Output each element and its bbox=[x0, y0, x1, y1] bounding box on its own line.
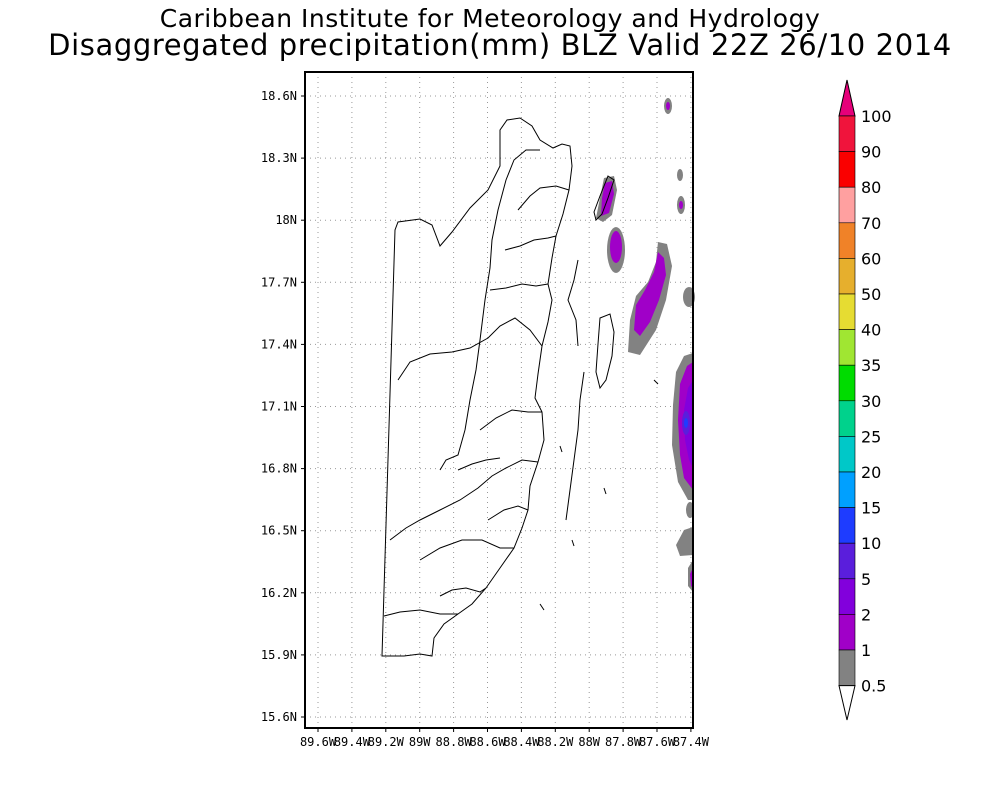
product-title: Disaggregated precipitation(mm) BLZ Vali… bbox=[48, 28, 952, 62]
colorbar-segment bbox=[838, 507, 856, 544]
institute-title: Caribbean Institute for Meteorology and … bbox=[159, 4, 821, 33]
colorbar-level-label: 30 bbox=[861, 392, 881, 411]
precipitation-areas bbox=[596, 98, 695, 592]
colorbar-segment bbox=[838, 151, 856, 188]
precip-cell-purple bbox=[679, 201, 683, 209]
lat-tick-label: 17.7N bbox=[261, 275, 297, 289]
lat-tick-label: 17.4N bbox=[261, 337, 297, 351]
reef-line bbox=[567, 259, 579, 347]
lon-tick-label: 89W bbox=[409, 735, 431, 749]
reef-line bbox=[565, 371, 585, 521]
district-line bbox=[383, 609, 458, 617]
cay bbox=[571, 539, 575, 547]
lat-tick-label: 18.3N bbox=[261, 151, 297, 165]
district-line bbox=[464, 149, 540, 431]
lighthouse-reef bbox=[653, 379, 659, 385]
colorbar-level-label: 20 bbox=[861, 463, 881, 482]
colorbar-segment bbox=[838, 471, 856, 508]
ambergris-caye bbox=[593, 175, 615, 221]
lon-tick-label: 89.4W bbox=[334, 735, 371, 749]
colorbar-top-arrow bbox=[838, 79, 856, 117]
district-line bbox=[479, 409, 542, 431]
precip-max bbox=[684, 418, 688, 428]
colorbar-segment bbox=[838, 364, 856, 402]
lon-tick-label: 87.6W bbox=[639, 735, 676, 749]
precip-cell-purple bbox=[610, 231, 622, 263]
lon-tick-label: 87.4W bbox=[673, 735, 710, 749]
map-frame bbox=[304, 71, 694, 729]
lat-tick-label: 16.2N bbox=[261, 586, 297, 600]
colorbar-level-label: 60 bbox=[861, 249, 881, 268]
district-line bbox=[439, 587, 487, 597]
colorbar-level-label: 80 bbox=[861, 178, 881, 197]
district-line bbox=[389, 459, 539, 541]
district-line bbox=[439, 429, 466, 471]
colorbar-level-label: 50 bbox=[861, 285, 881, 304]
district-line bbox=[504, 235, 557, 251]
district-line bbox=[397, 317, 543, 381]
district-line bbox=[517, 185, 570, 211]
map-panel bbox=[305, 72, 693, 728]
cay bbox=[603, 487, 607, 495]
lon-tick-label: 88W bbox=[578, 735, 600, 749]
colorbar-segment bbox=[838, 186, 856, 224]
colorbar-segment bbox=[838, 578, 856, 615]
lat-tick-label: 16.8N bbox=[261, 462, 297, 476]
country-outline bbox=[381, 117, 573, 657]
colorbar-segment bbox=[838, 436, 856, 473]
district-line bbox=[419, 539, 514, 561]
colorbar-level-label: 1 bbox=[861, 641, 871, 660]
colorbar-level-label: 15 bbox=[861, 499, 881, 518]
colorbar-bottom-arrow bbox=[838, 685, 856, 721]
lat-tick-label: 15.9N bbox=[261, 648, 297, 662]
lon-tick-label: 89.2W bbox=[368, 735, 405, 749]
colorbar-level-label: 35 bbox=[861, 356, 881, 375]
colorbar-segment bbox=[838, 293, 856, 330]
precip-cell-gray bbox=[676, 527, 693, 556]
cayes-and-reef bbox=[539, 175, 659, 611]
lon-tick-label: 87.8W bbox=[605, 735, 642, 749]
colorbar-segment bbox=[838, 258, 856, 295]
precip-band-purple bbox=[634, 252, 666, 336]
colorbar-segment bbox=[838, 649, 856, 686]
district-line bbox=[457, 457, 501, 471]
belize-boundaries bbox=[381, 117, 573, 657]
colorbar-level-label: 40 bbox=[861, 321, 881, 340]
colorbar-segment bbox=[838, 614, 856, 651]
colorbar: 100 90 80 70 60 50 40 35 30 25 20 15 10 5 2 1 0.5 bbox=[838, 79, 892, 721]
reef-line bbox=[539, 603, 545, 611]
colorbar-level-label: 0.5 bbox=[861, 677, 886, 696]
lat-tick-label: 17.1N bbox=[261, 400, 297, 414]
precip-cell-purple bbox=[666, 102, 670, 110]
lon-tick-label: 88.6W bbox=[469, 735, 506, 749]
colorbar-segment bbox=[838, 542, 856, 580]
colorbar-level-label: 70 bbox=[861, 214, 881, 233]
lon-tick-label: 88.2W bbox=[537, 735, 574, 749]
lat-tick-label: 15.6N bbox=[261, 710, 297, 724]
lon-tick-label: 89.6W bbox=[300, 735, 337, 749]
lat-tick-label: 16.5N bbox=[261, 524, 297, 538]
district-line bbox=[489, 283, 549, 291]
latitude-axis: 18.6N 18.3N 18N 17.7N 17.4N 17.1N 16.8N 16.5N 16… bbox=[261, 89, 305, 724]
colorbar-segment bbox=[838, 222, 856, 259]
colorbar-segment bbox=[838, 400, 856, 437]
colorbar-segment bbox=[838, 329, 856, 366]
lat-tick-label: 18.6N bbox=[261, 89, 297, 103]
colorbar-level-label: 10 bbox=[861, 534, 881, 553]
colorbar-level-label: 2 bbox=[861, 605, 871, 624]
district-line bbox=[487, 505, 529, 521]
colorbar-level-label: 90 bbox=[861, 143, 881, 162]
turneffe-atoll bbox=[595, 313, 615, 390]
lon-tick-label: 88.4W bbox=[503, 735, 540, 749]
lon-tick-label: 88.8W bbox=[436, 735, 473, 749]
colorbar-segment bbox=[838, 115, 856, 152]
lat-tick-label: 18N bbox=[275, 213, 297, 227]
colorbar-level-label: 5 bbox=[861, 570, 871, 589]
colorbar-level-label: 100 bbox=[861, 107, 892, 126]
precip-cell-gray bbox=[677, 169, 683, 181]
cay bbox=[559, 445, 563, 453]
colorbar-level-label: 25 bbox=[861, 427, 881, 446]
